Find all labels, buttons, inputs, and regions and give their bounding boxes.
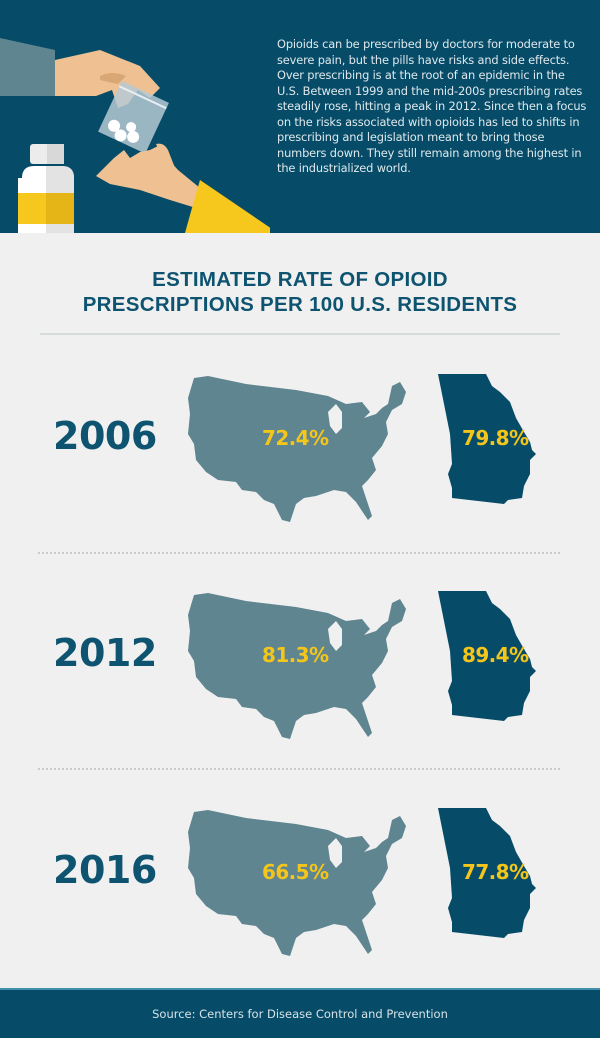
pill-handoff-illustration xyxy=(0,38,270,233)
georgia-value-label: 89.4% xyxy=(462,643,529,667)
georgia-value-label: 77.8% xyxy=(462,860,529,884)
us-map-icon xyxy=(188,593,406,739)
pill-bag-icon xyxy=(98,80,169,154)
footer: Source: Centers for Disease Control and … xyxy=(0,988,600,1038)
us-map-shape xyxy=(188,810,406,956)
us-value-label: 72.4% xyxy=(262,426,329,450)
row-divider xyxy=(38,768,560,770)
source-text: Source: Centers for Disease Control and … xyxy=(152,1007,448,1021)
us-map-icon xyxy=(188,376,406,522)
sleeve-icon xyxy=(0,38,55,96)
title-divider xyxy=(40,333,560,335)
georgia-map-icon xyxy=(438,374,536,504)
year-label: 2016 xyxy=(53,848,157,892)
receiving-hand-icon xyxy=(96,146,200,208)
hero-banner: Opioids can be prescribed by doctors for… xyxy=(0,0,600,233)
intro-text: Opioids can be prescribed by doctors for… xyxy=(277,37,587,175)
yellow-sleeve-icon xyxy=(185,180,270,233)
georgia-map-icon xyxy=(438,808,536,938)
us-map-icon xyxy=(188,810,406,956)
year-row: 2012 81.3% 89.4% xyxy=(0,591,600,741)
chart-title-line-2: PRESCRIPTIONS PER 100 U.S. RESIDENTS xyxy=(82,292,518,316)
row-divider xyxy=(38,552,560,554)
year-row: 2016 66.5% 77.8% xyxy=(0,808,600,958)
us-map-shape xyxy=(188,593,406,739)
pill-bottle-icon xyxy=(18,144,74,233)
year-label: 2006 xyxy=(53,414,157,458)
chart-title-line-1: ESTIMATED RATE OF OPIOID xyxy=(152,268,448,291)
year-label: 2012 xyxy=(53,631,157,675)
georgia-map-shape xyxy=(438,591,536,721)
georgia-map-shape xyxy=(438,808,536,938)
us-value-label: 81.3% xyxy=(262,643,329,667)
year-row: 2006 72.4% 79.8% xyxy=(0,374,600,524)
chart-title: ESTIMATED RATE OF OPIOID PRESCRIPTIONS P… xyxy=(0,268,600,317)
us-map-shape xyxy=(188,376,406,522)
georgia-map-icon xyxy=(438,591,536,721)
georgia-value-label: 79.8% xyxy=(462,426,529,450)
us-value-label: 66.5% xyxy=(262,860,329,884)
georgia-map-shape xyxy=(438,374,536,504)
